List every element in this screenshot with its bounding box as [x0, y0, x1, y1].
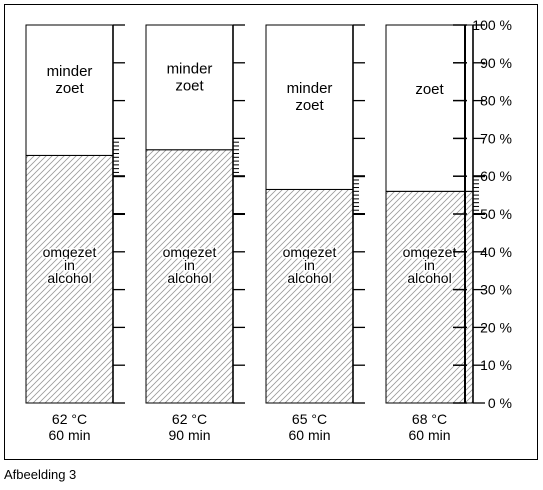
label-omgezet-2-1: omgezet — [163, 244, 217, 260]
bar-zoet-4 — [385, 24, 474, 192]
label-zoet-2-1: minder — [167, 60, 213, 77]
y-axis-tick-label-2: 20 % — [480, 319, 512, 335]
y-axis-tick-label-4: 40 % — [480, 244, 512, 260]
label-omgezet-4-2: in — [424, 257, 435, 273]
label-omgezet-4-1: omgezet — [403, 244, 457, 260]
y-axis-tick-label-6: 60 % — [480, 168, 512, 184]
label-omgezet-3-2: in — [304, 257, 315, 273]
bar-omgezet-1 — [25, 154, 114, 404]
label-zoet-1-1: minder — [47, 63, 93, 80]
label-omgezet-3-1: omgezet — [283, 244, 337, 260]
y-axis-tick-label-0: 0 % — [488, 395, 512, 411]
category-label-2-time: 90 min — [168, 427, 210, 443]
category-label-4-temp: 68 °C — [412, 411, 447, 427]
label-zoet-4-1: zoet — [415, 81, 444, 98]
y-axis-tick-label-5: 50 % — [480, 206, 512, 222]
y-axis-tick-label-9: 90 % — [480, 55, 512, 71]
label-omgezet-3-3: alcohol — [287, 270, 331, 286]
label-omgezet-4-3: alcohol — [407, 270, 451, 286]
category-label-4-time: 60 min — [408, 427, 450, 443]
label-omgezet-1-3: alcohol — [47, 270, 91, 286]
bar-omgezet-4 — [385, 190, 474, 404]
label-zoet-2-2: zoet — [175, 77, 204, 94]
category-label-3-time: 60 min — [288, 427, 330, 443]
label-zoet-1-2: zoet — [55, 80, 84, 97]
label-zoet-3-1: minder — [287, 80, 333, 97]
y-axis-tick-label-3: 30 % — [480, 282, 512, 298]
y-axis-tick-label-10: 100 % — [472, 17, 512, 33]
label-omgezet-1-1: omgezet — [43, 244, 97, 260]
y-axis-tick-label-7: 70 % — [480, 130, 512, 146]
label-omgezet-1-2: in — [64, 257, 75, 273]
bar-zoet-1 — [25, 24, 114, 156]
label-zoet-3-2: zoet — [295, 97, 324, 114]
figure-caption: Afbeelding 3 — [4, 467, 77, 482]
y-axis-tick-label-1: 10 % — [480, 357, 512, 373]
label-omgezet-2-2: in — [184, 257, 195, 273]
figure-frame: minder zoet omgezet in alcohol 62 °C 60 min min… — [4, 4, 538, 460]
label-omgezet-2-3: alcohol — [167, 270, 211, 286]
category-label-2-temp: 62 °C — [172, 411, 207, 427]
y-axis-tick-label-8: 80 % — [480, 93, 512, 109]
bar-zoet-3 — [265, 24, 354, 190]
bar-zoet-2 — [145, 24, 234, 151]
category-label-1-time: 60 min — [48, 427, 90, 443]
category-label-3-temp: 65 °C — [292, 411, 327, 427]
bar-omgezet-3 — [265, 188, 354, 404]
category-label-1-temp: 62 °C — [52, 411, 87, 427]
